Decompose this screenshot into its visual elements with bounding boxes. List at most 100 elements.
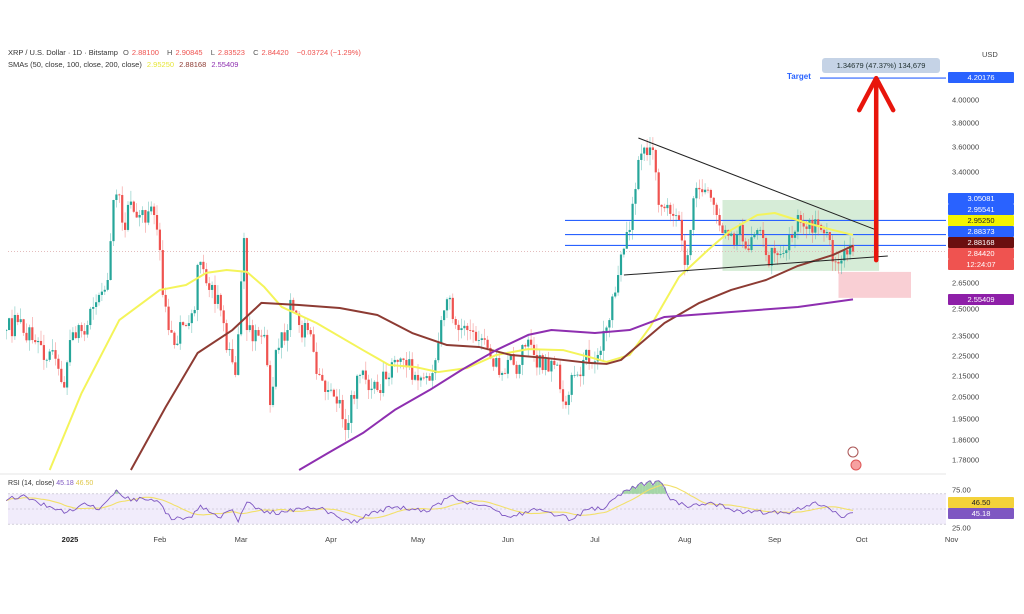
candle-body: [643, 147, 646, 154]
candle-body: [393, 359, 396, 363]
candle-body: [60, 368, 63, 383]
rsi-ma-value: 46.50: [75, 480, 94, 487]
candle-body: [74, 332, 77, 339]
candle-body: [414, 374, 417, 380]
candle-body: [57, 358, 60, 369]
candle-body: [144, 210, 147, 223]
candle-body: [747, 248, 750, 251]
sma-label: SMAs (50, close, 100, close, 200, close): [8, 60, 142, 69]
triangle-upper-line: [638, 137, 877, 231]
candle-body: [199, 261, 202, 265]
date-tick-label: Nov: [944, 535, 959, 544]
candle-body: [103, 289, 106, 292]
candle-body: [782, 253, 785, 254]
candle-body: [434, 360, 437, 374]
sma-legend[interactable]: SMAs (50, close, 100, close, 200, close)…: [8, 60, 241, 69]
candle-body: [846, 250, 849, 255]
candle-body: [228, 349, 231, 351]
candle-body: [370, 388, 373, 391]
candle-body: [10, 318, 14, 337]
rsi-tick-label: 75.00: [952, 485, 971, 495]
candle-body: [817, 219, 820, 225]
candle-body: [466, 325, 469, 331]
candle-body: [849, 244, 852, 255]
candle-body: [182, 322, 185, 326]
candle-body: [222, 310, 225, 324]
candle-body: [541, 355, 544, 371]
rsi-value: 45.18: [56, 480, 74, 487]
candle-body: [45, 359, 48, 361]
candle-body: [231, 349, 234, 363]
candle-body: [831, 240, 834, 262]
candle-body: [324, 380, 327, 392]
candle-body: [312, 334, 315, 352]
candle-body: [527, 339, 530, 347]
candle-body: [318, 373, 321, 375]
candle-body: [840, 260, 843, 264]
candle-body: [196, 264, 199, 310]
candle-body: [364, 370, 367, 380]
candle-body: [344, 419, 347, 430]
candle-body: [86, 325, 89, 335]
candle-body: [25, 332, 28, 341]
candle-body: [509, 354, 512, 360]
candle-body: [115, 194, 118, 200]
candle-body: [408, 359, 411, 368]
candle-body: [593, 361, 596, 364]
candle-body: [97, 294, 101, 303]
candle-body: [483, 338, 486, 340]
rsi-tick-label: 25.00: [952, 523, 971, 533]
candle-body: [518, 364, 521, 374]
candle-body: [321, 374, 324, 381]
candle-body: [669, 204, 672, 214]
candle-body: [361, 370, 364, 375]
candle-body: [402, 358, 405, 360]
candle-body: [634, 189, 637, 204]
candle-body: [663, 206, 666, 209]
candle-body: [193, 309, 196, 314]
candle-body: [237, 334, 240, 375]
measure-label[interactable]: 1.34679 (47.37%) 134,679: [822, 58, 940, 73]
candle-body: [457, 324, 460, 331]
candle-body: [802, 222, 805, 227]
candle-body: [530, 339, 533, 345]
candle-body: [704, 189, 707, 193]
date-tick-label: Feb: [153, 535, 167, 544]
candle-body: [474, 331, 478, 341]
candle-body: [454, 319, 457, 325]
rsi-legend[interactable]: RSI (14, close) 45.18 46.50: [8, 480, 93, 487]
candle-body: [617, 275, 620, 293]
candle-body: [176, 343, 179, 346]
candle-body: [396, 359, 399, 362]
candle-body: [730, 233, 733, 236]
candle-body: [683, 240, 686, 265]
candle-body: [506, 359, 509, 374]
candle-body: [8, 318, 11, 331]
candle-body: [254, 330, 257, 342]
candle-body: [692, 198, 695, 230]
candle-body: [651, 147, 654, 151]
candle-body: [170, 330, 173, 333]
sma100-badge: 2.88168: [948, 237, 1014, 248]
candle-body: [805, 226, 808, 229]
level1-badge: 3.05081: [948, 193, 1014, 204]
candle-body: [579, 374, 582, 377]
candle-body: [559, 364, 562, 390]
candle-body: [625, 231, 628, 249]
candle-body: [121, 195, 124, 223]
candle-body: [100, 291, 103, 295]
sma100-line: [130, 244, 854, 471]
candle-body: [416, 374, 420, 381]
symbol-title: XRP / U.S. Dollar · 1D · Bitstamp: [8, 48, 118, 57]
candle-body: [512, 354, 515, 365]
candle-body: [788, 235, 791, 251]
candle-body: [385, 371, 388, 380]
candle-body: [762, 229, 765, 239]
candle-body: [153, 206, 156, 216]
candle-body: [553, 360, 556, 365]
candle-body: [376, 381, 379, 391]
candle-body: [263, 334, 266, 337]
candle-body: [219, 294, 222, 311]
candle-body: [34, 340, 37, 343]
